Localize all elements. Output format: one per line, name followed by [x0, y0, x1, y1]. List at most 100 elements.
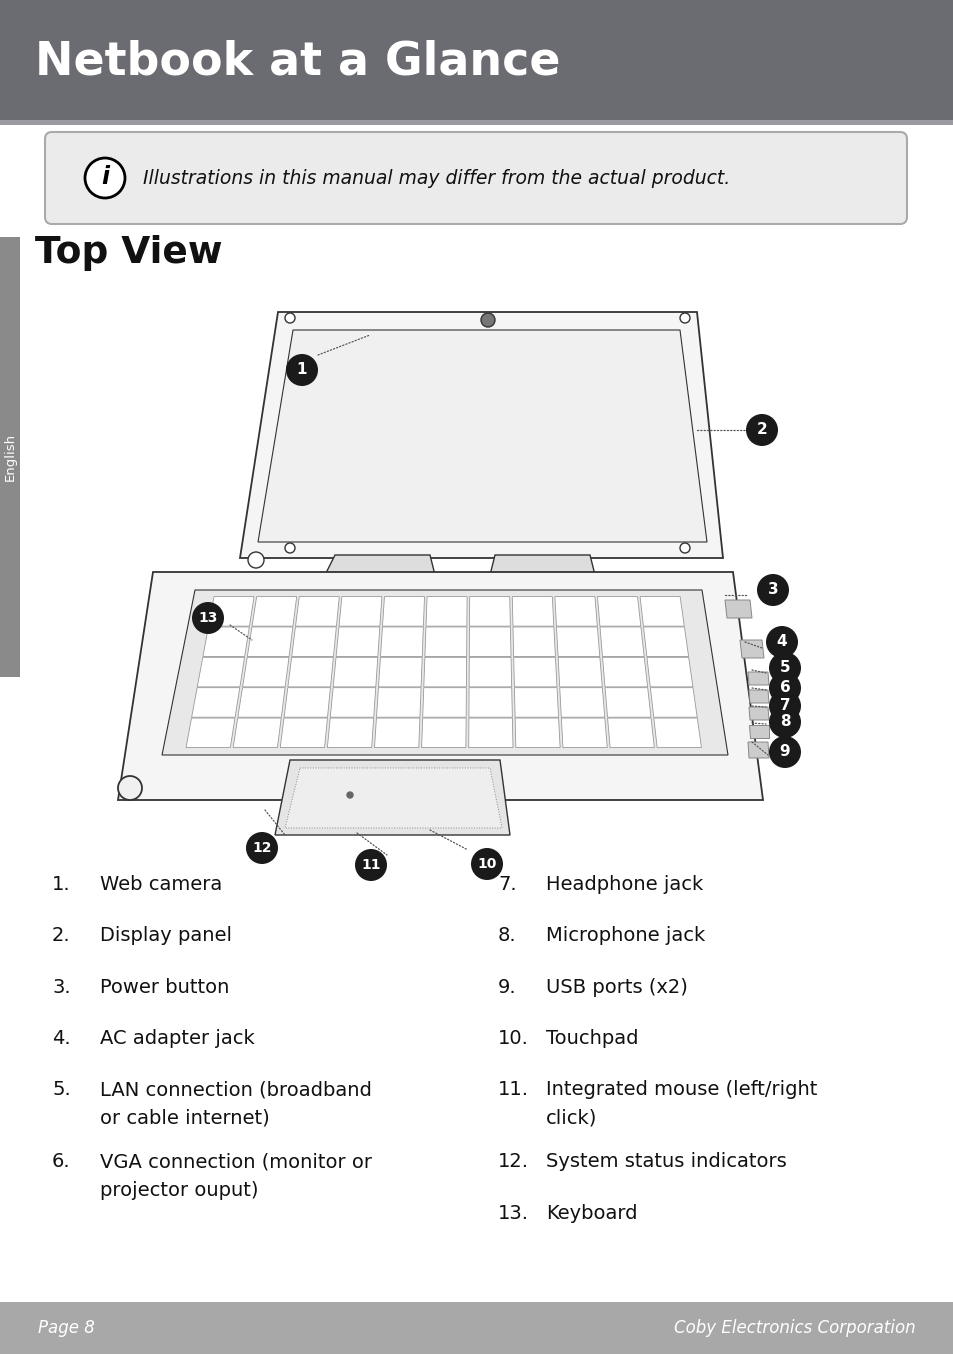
Text: 3.: 3.	[52, 978, 71, 997]
Text: 4: 4	[776, 635, 786, 650]
Text: Coby Electronics Corporation: Coby Electronics Corporation	[674, 1319, 915, 1336]
Text: 2.: 2.	[52, 926, 71, 945]
Text: Netbook at a Glance: Netbook at a Glance	[35, 39, 560, 84]
Text: 13.: 13.	[497, 1204, 529, 1223]
Circle shape	[471, 848, 502, 880]
Text: Integrated mouse (left/right: Integrated mouse (left/right	[545, 1080, 817, 1099]
Text: i: i	[101, 165, 109, 190]
Text: Keyboard: Keyboard	[545, 1204, 637, 1223]
Polygon shape	[292, 627, 336, 657]
Circle shape	[768, 691, 801, 722]
Circle shape	[480, 313, 495, 328]
Text: 13: 13	[198, 611, 217, 626]
Polygon shape	[330, 688, 375, 718]
Text: English: English	[4, 433, 16, 481]
Circle shape	[248, 552, 264, 567]
Polygon shape	[426, 597, 467, 626]
Polygon shape	[558, 657, 601, 686]
Text: 1: 1	[296, 363, 307, 378]
Polygon shape	[421, 718, 466, 747]
Polygon shape	[186, 718, 234, 747]
Polygon shape	[162, 590, 727, 756]
Polygon shape	[602, 657, 647, 686]
Text: Illustrations in this manual may differ from the actual product.: Illustrations in this manual may differ …	[143, 168, 729, 187]
Polygon shape	[192, 688, 239, 718]
Text: 7.: 7.	[497, 875, 517, 894]
Polygon shape	[325, 555, 435, 575]
Polygon shape	[597, 597, 640, 626]
Text: 4.: 4.	[52, 1029, 71, 1048]
Polygon shape	[556, 627, 599, 657]
Text: 10: 10	[476, 857, 497, 871]
Polygon shape	[469, 657, 511, 686]
Polygon shape	[650, 688, 697, 718]
Polygon shape	[607, 718, 654, 747]
Text: projector ouput): projector ouput)	[100, 1181, 258, 1200]
Circle shape	[286, 353, 317, 386]
Text: 11: 11	[361, 858, 380, 872]
Circle shape	[347, 792, 353, 798]
Polygon shape	[724, 600, 751, 617]
Text: 11.: 11.	[497, 1080, 529, 1099]
Text: or cable internet): or cable internet)	[100, 1109, 270, 1128]
Polygon shape	[747, 742, 768, 758]
Polygon shape	[559, 688, 604, 718]
Text: 6: 6	[779, 681, 789, 696]
Polygon shape	[382, 597, 424, 626]
Text: Microphone jack: Microphone jack	[545, 926, 704, 945]
Polygon shape	[118, 571, 762, 800]
Polygon shape	[197, 657, 244, 686]
Polygon shape	[747, 672, 768, 685]
Polygon shape	[284, 688, 330, 718]
Polygon shape	[375, 718, 419, 747]
Polygon shape	[240, 311, 722, 558]
Circle shape	[757, 574, 788, 607]
Text: 6.: 6.	[52, 1152, 71, 1171]
Text: 5.: 5.	[52, 1080, 71, 1099]
Text: Display panel: Display panel	[100, 926, 232, 945]
Polygon shape	[288, 657, 333, 686]
Polygon shape	[555, 597, 597, 626]
Circle shape	[679, 543, 689, 552]
Polygon shape	[740, 640, 763, 658]
Circle shape	[768, 672, 801, 704]
Text: System status indicators: System status indicators	[545, 1152, 786, 1171]
Polygon shape	[748, 724, 768, 738]
Circle shape	[768, 705, 801, 738]
Polygon shape	[274, 760, 510, 835]
Circle shape	[192, 603, 224, 634]
Bar	[0, 1303, 953, 1354]
Polygon shape	[376, 688, 420, 718]
Polygon shape	[423, 657, 466, 686]
Polygon shape	[242, 657, 289, 686]
Bar	[0, 0, 953, 121]
Polygon shape	[295, 597, 339, 626]
Circle shape	[768, 737, 801, 768]
Polygon shape	[646, 657, 692, 686]
Polygon shape	[513, 657, 557, 686]
Polygon shape	[338, 597, 381, 626]
Polygon shape	[748, 691, 768, 703]
Circle shape	[85, 158, 125, 198]
Polygon shape	[490, 555, 595, 575]
Circle shape	[355, 849, 387, 881]
Polygon shape	[560, 718, 607, 747]
Text: LAN connection (broadband: LAN connection (broadband	[100, 1080, 372, 1099]
Text: 2: 2	[756, 422, 766, 437]
Polygon shape	[380, 627, 423, 657]
Text: Power button: Power button	[100, 978, 229, 997]
Polygon shape	[639, 597, 683, 626]
Polygon shape	[748, 707, 768, 720]
Text: AC adapter jack: AC adapter jack	[100, 1029, 254, 1048]
Text: Touchpad: Touchpad	[545, 1029, 638, 1048]
Text: Web camera: Web camera	[100, 875, 222, 894]
Polygon shape	[643, 627, 688, 657]
Text: VGA connection (monitor or: VGA connection (monitor or	[100, 1152, 372, 1171]
Polygon shape	[247, 627, 293, 657]
Polygon shape	[513, 627, 555, 657]
Text: 9.: 9.	[497, 978, 517, 997]
Polygon shape	[257, 330, 706, 542]
Polygon shape	[209, 597, 253, 626]
Polygon shape	[514, 688, 558, 718]
Text: Page 8: Page 8	[38, 1319, 94, 1336]
